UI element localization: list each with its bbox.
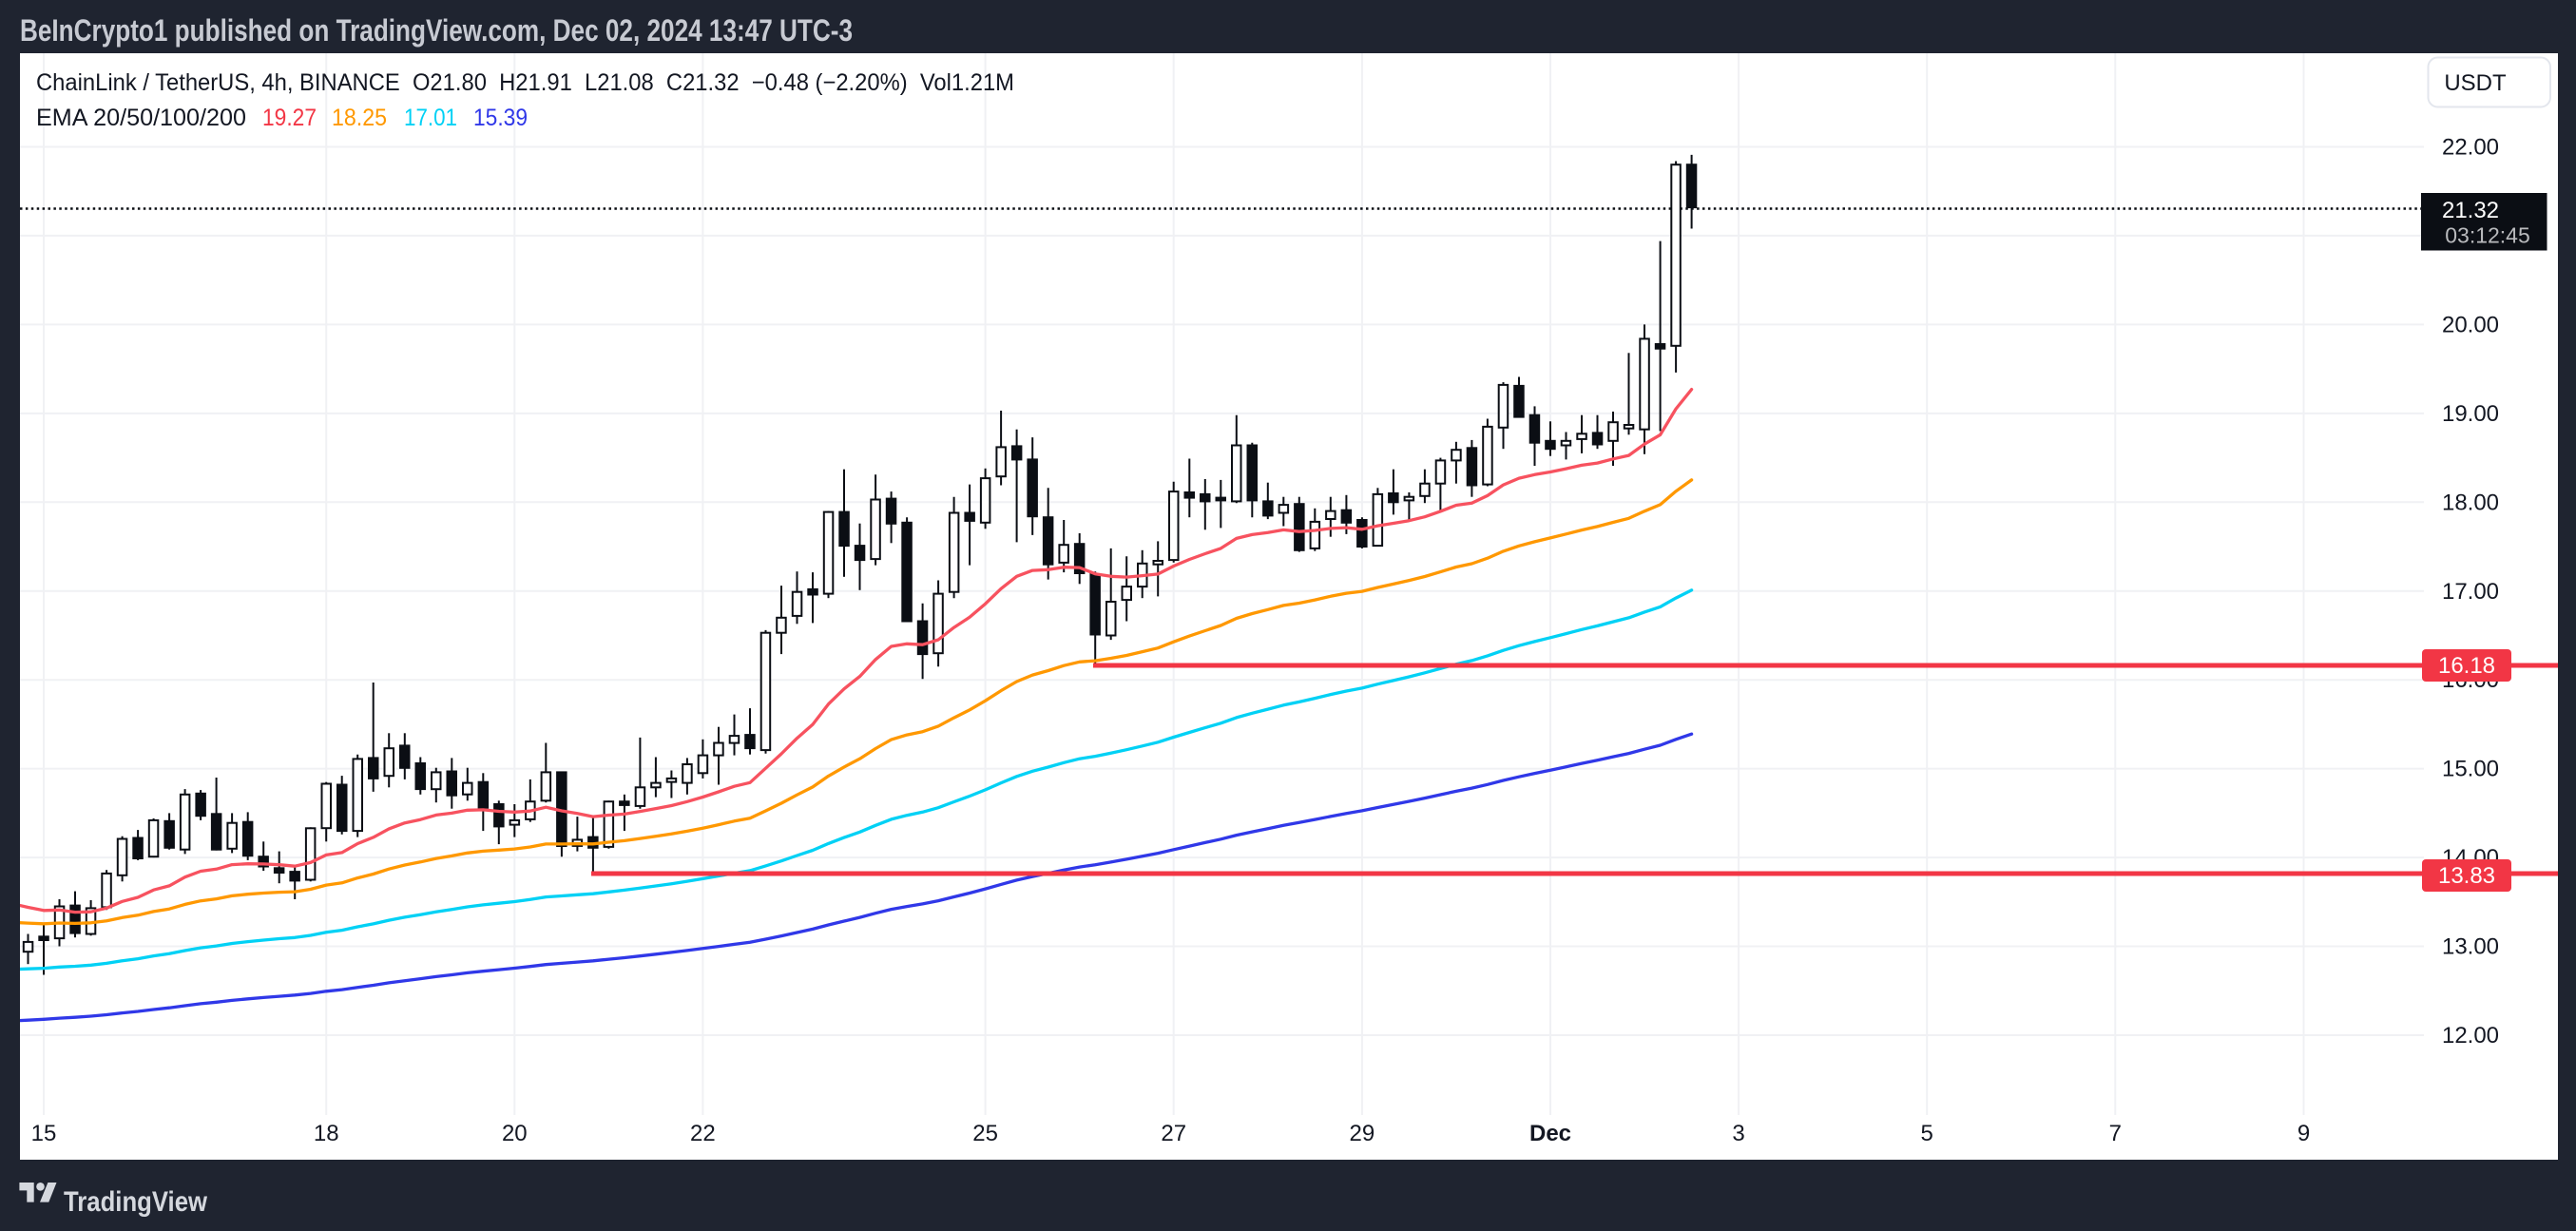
svg-text:18.25: 18.25	[332, 105, 387, 131]
svg-text:17.01: 17.01	[404, 105, 457, 131]
svg-text:25: 25	[972, 1121, 998, 1146]
svg-text:17.00: 17.00	[2442, 579, 2499, 605]
svg-text:21.32: 21.32	[2442, 198, 2499, 223]
svg-text:18.00: 18.00	[2442, 490, 2499, 515]
svg-text:20.00: 20.00	[2442, 312, 2499, 337]
svg-text:TradingView: TradingView	[64, 1186, 208, 1218]
svg-text:9: 9	[2297, 1121, 2310, 1146]
svg-text:29: 29	[1350, 1121, 1375, 1146]
svg-text:13.00: 13.00	[2442, 934, 2499, 960]
svg-text:EMA 20/50/100/200: EMA 20/50/100/200	[36, 105, 246, 131]
svg-text:19.27: 19.27	[262, 105, 317, 131]
svg-text:Dec: Dec	[1529, 1121, 1571, 1146]
svg-text:ChainLink / TetherUS, 4h, BINA: ChainLink / TetherUS, 4h, BINANCE O21.80…	[36, 69, 1014, 96]
svg-text:USDT: USDT	[2444, 70, 2507, 96]
svg-text:27: 27	[1161, 1121, 1186, 1146]
svg-text:15: 15	[31, 1121, 57, 1146]
svg-text:20: 20	[502, 1121, 528, 1146]
svg-text:BeInCrypto1 published on Tradi: BeInCrypto1 published on TradingView.com…	[20, 13, 853, 48]
svg-text:13.83: 13.83	[2438, 863, 2495, 889]
svg-text:7: 7	[2109, 1121, 2122, 1146]
svg-text:16.18: 16.18	[2438, 653, 2495, 679]
svg-text:22.00: 22.00	[2442, 135, 2499, 161]
svg-text:22: 22	[690, 1121, 716, 1146]
svg-text:15.39: 15.39	[473, 105, 528, 131]
svg-text:12.00: 12.00	[2442, 1023, 2499, 1048]
svg-text:03:12:45: 03:12:45	[2445, 223, 2530, 248]
svg-text:15.00: 15.00	[2442, 757, 2499, 782]
svg-text:3: 3	[1732, 1121, 1744, 1146]
svg-text:19.00: 19.00	[2442, 401, 2499, 427]
svg-text:18: 18	[314, 1121, 339, 1146]
svg-text:5: 5	[1921, 1121, 1933, 1146]
